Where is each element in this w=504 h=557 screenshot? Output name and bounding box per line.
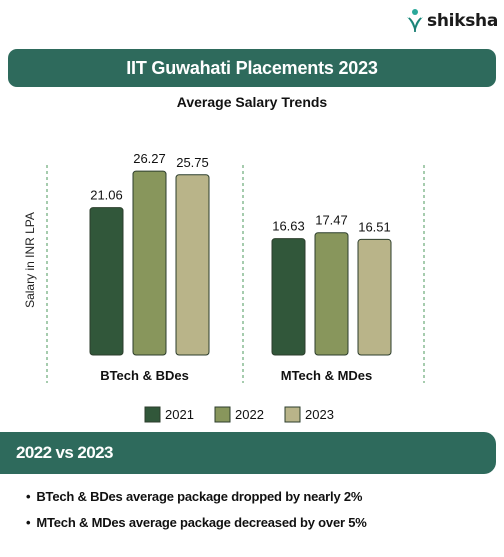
- page-title: IIT Guwahati Placements 2023: [8, 49, 496, 87]
- legend-swatch: [144, 406, 161, 423]
- legend-label: 2023: [305, 407, 334, 422]
- y-axis-label: Salary in INR LPA: [23, 212, 37, 308]
- bullet-item: BTech & BDes average package dropped by …: [26, 489, 367, 504]
- legend-label: 2021: [165, 407, 194, 422]
- bar-2022: [132, 170, 167, 356]
- legend-swatch: [284, 406, 301, 423]
- legend-swatch: [214, 406, 231, 423]
- bar-2022: [314, 232, 349, 356]
- salary-bar-chart: Salary in INR LPA 21.06 26.27 25.75 BTech & …: [23, 151, 425, 423]
- logo-text: shiksha: [427, 11, 498, 31]
- category-label: MTech & MDes: [281, 368, 373, 383]
- data-label: 16.63: [272, 219, 305, 234]
- data-label: 26.27: [133, 151, 166, 166]
- legend-label: 2022: [235, 407, 264, 422]
- logo: shiksha: [405, 8, 498, 34]
- chart-title: Average Salary Trends: [176, 94, 328, 110]
- data-label: 21.06: [90, 188, 123, 203]
- comparison-list: BTech & BDes average package dropped by …: [26, 489, 367, 541]
- data-label: 25.75: [176, 155, 209, 170]
- data-label: 17.47: [315, 213, 348, 228]
- bar-2021: [271, 238, 306, 356]
- bar-2023: [175, 174, 210, 356]
- comparison-heading: 2022 vs 2023: [0, 432, 496, 474]
- bar-2023: [357, 238, 392, 356]
- shiksha-logo-icon: [407, 9, 424, 33]
- category-label: BTech & BDes: [100, 368, 189, 383]
- bullet-item: MTech & MDes average package decreased b…: [26, 515, 366, 530]
- bar-2021: [89, 207, 124, 356]
- data-label: 16.51: [358, 219, 391, 234]
